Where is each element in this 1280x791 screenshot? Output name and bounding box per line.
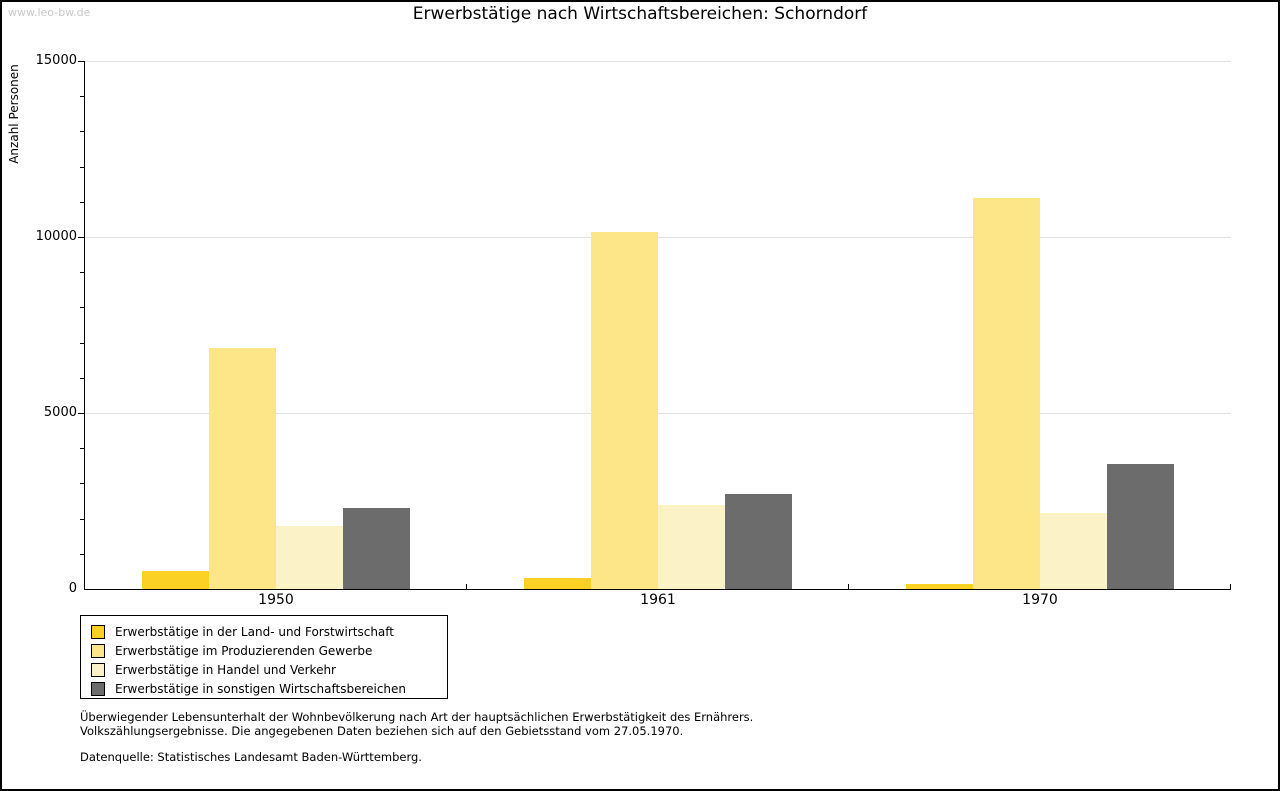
y-axis-minor-tick [80, 553, 85, 555]
y-axis-title: Anzahl Personen [7, 64, 21, 164]
note-line-2: Volkszählungsergebnisse. Die angegebenen… [80, 724, 684, 738]
y-axis-major-tick [78, 237, 85, 238]
y-gridline [85, 61, 1231, 62]
legend-item: Erwerbstätige in der Land- und Forstwirt… [91, 622, 447, 641]
y-axis-minor-tick [80, 131, 85, 133]
data-source: Datenquelle: Statistisches Landesamt Bad… [80, 750, 422, 764]
watermark: www.leo-bw.de [8, 6, 91, 19]
bar-1970-series-1 [906, 583, 973, 589]
y-axis-minor-tick [80, 342, 85, 344]
bar-1970-series-4 [1107, 464, 1174, 589]
bar-1950-series-4 [343, 508, 410, 589]
bar-1961-series-2 [591, 231, 658, 589]
y-axis-minor-tick [80, 272, 85, 274]
x-category-label: 1950 [258, 592, 294, 608]
plot-area: 0 5000 10000 15000 1950 1961 1970 [36, 54, 1231, 608]
y-axis-minor-tick [80, 201, 85, 203]
bar-1950-series-1 [142, 571, 209, 589]
legend-item: Erwerbstätige in sonstigen Wirtschaftsbe… [91, 679, 447, 698]
bar-1970-series-3 [1040, 513, 1107, 589]
y-axis-minor-tick [80, 307, 85, 309]
legend-swatch [91, 624, 105, 639]
y-axis-minor-tick [80, 448, 85, 450]
legend-label: Erwerbstätige in der Land- und Forstwirt… [115, 624, 394, 639]
y-gridline [85, 413, 1231, 414]
legend-label: Erwerbstätige in Handel und Verkehr [115, 662, 336, 677]
legend-box: Erwerbstätige in der Land- und Forstwirt… [80, 615, 448, 699]
bar-1961-series-3 [658, 504, 725, 589]
y-axis-minor-tick [80, 377, 85, 379]
y-tick-label: 15000 [35, 53, 77, 68]
bar-1970-series-2 [973, 198, 1040, 589]
bar-1950-series-2 [209, 347, 276, 589]
x-category-label: 1961 [640, 592, 676, 608]
bar-1950-series-3 [276, 525, 343, 589]
x-axis-tick [848, 584, 849, 589]
y-tick-label: 10000 [35, 229, 77, 244]
note-line-1: Überwiegender Lebensunterhalt der Wohnbe… [80, 710, 754, 724]
bar-1961-series-4 [725, 493, 792, 589]
y-axis-minor-tick [80, 518, 85, 520]
legend-label: Erwerbstätige im Produzierenden Gewerbe [115, 643, 373, 658]
y-tick-label: 0 [68, 581, 77, 596]
chart-notes: Überwiegender Lebensunterhalt der Wohnbe… [80, 710, 753, 738]
legend-swatch [91, 681, 105, 696]
legend-label: Erwerbstätige in sonstigen Wirtschaftsbe… [115, 681, 407, 696]
x-axis-tick [466, 584, 467, 589]
legend-swatch [91, 643, 105, 658]
bar-1961-series-1 [524, 578, 591, 589]
y-axis-minor-tick [80, 96, 85, 98]
y-axis-major-tick [78, 413, 85, 414]
y-tick-label: 5000 [43, 405, 77, 420]
y-axis-minor-tick [80, 166, 85, 168]
y-gridline [85, 237, 1231, 238]
legend-swatch [91, 662, 105, 677]
legend-item: Erwerbstätige in Handel und Verkehr [91, 660, 447, 679]
x-category-label: 1970 [1022, 592, 1058, 608]
y-axis-major-tick [78, 61, 85, 62]
x-axis-tick [1230, 584, 1231, 589]
chart-title: Erwerbstätige nach Wirtschaftsbereichen:… [412, 4, 868, 24]
y-axis-minor-tick [80, 483, 85, 485]
legend-item: Erwerbstätige im Produzierenden Gewerbe [91, 641, 447, 660]
